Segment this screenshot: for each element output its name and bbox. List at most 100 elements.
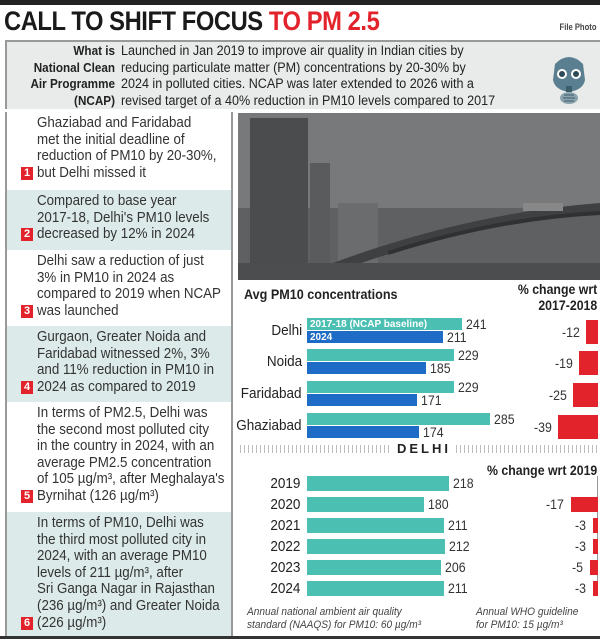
bottom-rule [0, 636, 600, 639]
change-value: -25 [548, 387, 567, 403]
change-value: -39 [534, 419, 553, 435]
change-value: -5 [572, 559, 583, 575]
bar-year [307, 518, 445, 533]
ncap-text-line: 2024 in polluted cities. NCAP was later … [121, 76, 474, 91]
bar-value: 211 [448, 580, 469, 596]
ncap-text-line: reducing particulate matter (PM) concent… [121, 59, 466, 75]
year-label: 2021 [269, 517, 300, 534]
change-bar [593, 581, 598, 596]
fact-number: 6 [21, 616, 33, 630]
year-label: 2024 [269, 580, 300, 597]
bar-2024: 2024 [307, 331, 443, 343]
change-value: -12 [561, 324, 580, 340]
photo-illustration [238, 113, 600, 280]
ncap-box: What is National Clean Air Programme (NC… [5, 40, 600, 109]
fact-text: Compared to base year 2017-18, Delhi's PM… [37, 193, 210, 243]
change-axis [597, 476, 598, 596]
year-label: 2020 [269, 496, 300, 513]
fact-item: 2 Compared to base year 2017-18, Delhi's P… [7, 190, 231, 250]
bar-year [307, 560, 442, 575]
fact-number: 5 [21, 489, 33, 503]
fact-text: Ghaziabad and Faridabad met the initial d… [37, 115, 217, 181]
bar-year [307, 581, 445, 596]
headline-red: TO PM 2.5 [268, 6, 380, 36]
change-bar [593, 518, 598, 533]
ncap-label-line: What is [73, 43, 115, 58]
bar-value: 174 [422, 424, 444, 440]
fact-item: 5 In terms of PM2.5, Delhi was the second … [7, 402, 231, 512]
gas-mask-icon [553, 57, 585, 104]
change-bar [590, 560, 598, 575]
chart2-change-title: % change wrt 2019 [486, 462, 597, 478]
bar-baseline [307, 349, 455, 361]
change-bar [570, 497, 598, 512]
bar-value: 185 [429, 360, 451, 376]
fact-text: Delhi saw a reduction of just 3% in PM10 … [37, 253, 221, 319]
change-value: -3 [575, 517, 587, 533]
year-label: 2019 [269, 475, 300, 492]
bar-value: 206 [445, 559, 466, 575]
category-label: Ghaziabad [236, 417, 302, 434]
fact-text: In terms of PM2.5, Delhi was the second m… [37, 405, 225, 504]
ncap-label-line: (NCAP) [74, 92, 115, 108]
headline: CALL TO SHIFT FOCUS TO PM 2.5 [4, 6, 380, 37]
naaqs-note: Annual national ambient air quality stand… [247, 606, 422, 631]
bar-baseline: 2017-18 (NCAP baseline) [307, 318, 462, 330]
bar-value: 211 [446, 329, 467, 345]
fact-number: 2 [21, 228, 33, 242]
ncap-label: What is National Clean Air Programme (NC… [18, 43, 115, 109]
fact-text: Gurgaon, Greater Noida and Faridabad witn… [37, 329, 214, 395]
change-value: -17 [545, 496, 564, 512]
category-label: Faridabad [241, 385, 302, 402]
bar-value: 211 [448, 517, 469, 533]
bar-year [307, 539, 445, 554]
bar-value: 229 [458, 347, 479, 363]
bar-baseline [307, 381, 455, 393]
fact-item: 3 Delhi saw a reduction of just 3% in PM10… [7, 250, 231, 326]
change-value: -3 [575, 538, 587, 554]
bar-year [307, 476, 449, 491]
fact-item: 1 Ghaziabad and Faridabad met the initial … [7, 112, 231, 190]
bar-2024 [307, 394, 417, 406]
bar-value: 212 [449, 538, 470, 554]
ncap-text-line: Launched in Jan 2019 to improve air qual… [121, 43, 464, 58]
chart2-title: DELHI [392, 441, 456, 456]
change-bar [593, 539, 598, 554]
change-bar [558, 415, 598, 439]
bar-value: 229 [458, 379, 479, 395]
fact-number: 3 [21, 304, 33, 318]
smog-photo [238, 113, 600, 280]
fact-number: 1 [21, 166, 33, 180]
bar-2024 [307, 362, 426, 374]
bar-2024 [307, 426, 419, 438]
change-value: -19 [554, 355, 573, 371]
fact-number: 4 [21, 380, 33, 394]
ncap-description: Launched in Jan 2019 to improve air qual… [121, 43, 521, 109]
change-bar [585, 320, 598, 344]
who-note: Annual WHO guideline for PM10: 15 µg/m³ [476, 606, 579, 631]
category-label: Delhi [271, 322, 302, 339]
bar-year [307, 497, 425, 512]
ncap-label-line: National Clean [33, 59, 115, 75]
bar-value: 241 [465, 316, 487, 332]
year-label: 2023 [269, 559, 300, 576]
headline-black: CALL TO SHIFT FOCUS [4, 6, 263, 36]
bar-value: 218 [452, 475, 474, 491]
top-rule [0, 0, 600, 5]
key-facts-list: 1 Ghaziabad and Faridabad met the initial … [5, 112, 233, 636]
photo-credit: File Photo [559, 22, 596, 32]
change-bar [578, 351, 598, 375]
chart1-title: Avg PM10 concentrations [244, 286, 398, 302]
change-value: -3 [575, 580, 587, 596]
bar-value: 285 [494, 411, 515, 427]
ncap-text-line: revised target of a 40% reduction in PM1… [121, 92, 496, 108]
bar-value: 180 [428, 496, 449, 512]
ncap-label-line: Air Programme [30, 76, 115, 91]
fact-item: 6 In terms of PM10, Delhi was the third mo… [7, 512, 231, 636]
year-label: 2022 [269, 538, 300, 555]
fact-text: In terms of PM10, Delhi was the third mos… [37, 515, 220, 631]
fact-item: 4 Gurgaon, Greater Noida and Faridabad wit… [7, 326, 231, 402]
chart1-change-title: % change wrt 2017-2018 [517, 281, 597, 313]
category-label: Noida [266, 353, 302, 370]
change-bar [572, 383, 598, 407]
